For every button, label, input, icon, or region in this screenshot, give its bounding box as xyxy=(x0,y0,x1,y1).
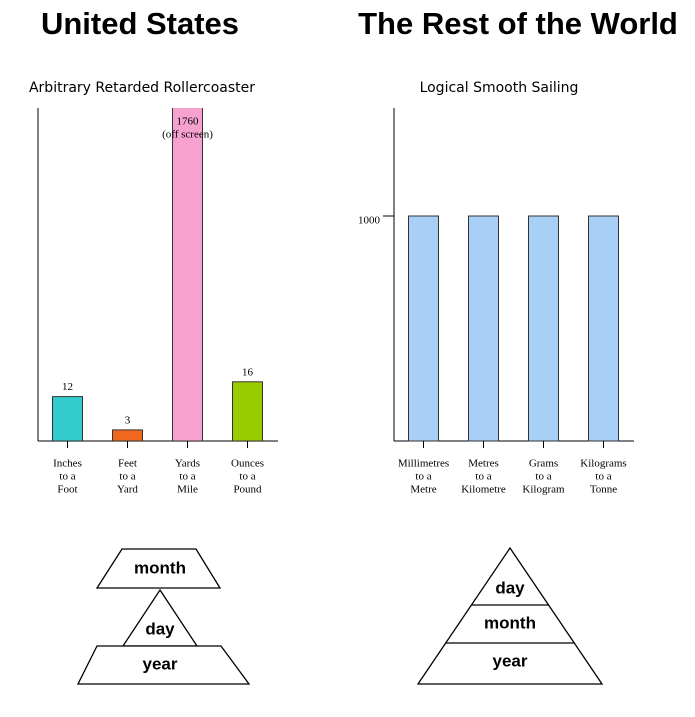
x-tick-label: to a xyxy=(119,471,135,483)
layer xyxy=(76,645,251,685)
bar xyxy=(52,396,83,441)
bar xyxy=(468,215,499,442)
bar xyxy=(588,215,619,442)
layer-label: month xyxy=(484,613,536,632)
bar xyxy=(232,381,263,441)
x-tick-label: to a xyxy=(239,471,255,483)
pyramid: day month year xyxy=(416,546,604,685)
data-label: 3 xyxy=(125,414,131,426)
x-tick-label: Kilograms xyxy=(580,458,626,470)
x-tick-label: to a xyxy=(59,471,75,483)
x-tick-label: Yard xyxy=(117,484,138,496)
bar xyxy=(112,429,143,441)
x-tick-label: Yards xyxy=(175,458,200,470)
data-label: 16 xyxy=(242,366,254,378)
layer-label: year xyxy=(493,651,528,670)
bar xyxy=(528,215,559,442)
chart-title: Arbitrary Retarded Rollercoaster xyxy=(29,80,255,96)
bar xyxy=(172,108,203,441)
pyramid: month day year xyxy=(76,548,251,685)
x-tick-label: Metre xyxy=(410,484,436,496)
x-tick-label: Inches xyxy=(53,458,82,470)
bar xyxy=(408,215,439,442)
x-tick-label: to a xyxy=(535,471,551,483)
y-tick-label: 1000 xyxy=(358,215,381,227)
x-tick-label: Mile xyxy=(177,484,198,496)
x-tick-label: Tonne xyxy=(590,484,617,496)
layer-label: year xyxy=(143,654,178,673)
x-tick-label: to a xyxy=(595,471,611,483)
x-tick-label: Kilometre xyxy=(461,484,506,496)
layer-label: day xyxy=(495,578,525,597)
x-tick-label: Foot xyxy=(57,484,77,496)
x-tick-label: Pound xyxy=(233,484,262,496)
x-tick-label: Kilogram xyxy=(522,484,565,496)
x-tick-label: Feet xyxy=(118,458,137,470)
x-tick-label: to a xyxy=(415,471,431,483)
heading: The Rest of the World xyxy=(358,6,678,41)
layer-label: day xyxy=(145,619,175,638)
data-label: 12 xyxy=(62,381,73,393)
heading: United States xyxy=(41,6,239,41)
layer-label: month xyxy=(134,558,186,577)
data-label: 1760 xyxy=(177,116,200,128)
x-tick-label: to a xyxy=(179,471,195,483)
x-tick-label: to a xyxy=(475,471,491,483)
layer xyxy=(416,546,604,685)
x-tick-label: Grams xyxy=(529,458,558,470)
x-tick-label: Metres xyxy=(468,458,499,470)
chart-title: Logical Smooth Sailing xyxy=(420,80,579,96)
layer xyxy=(95,548,222,589)
x-tick-label: Millimetres xyxy=(398,458,449,470)
annotation: (off screen) xyxy=(162,129,213,141)
x-tick-label: Ounces xyxy=(231,458,264,470)
